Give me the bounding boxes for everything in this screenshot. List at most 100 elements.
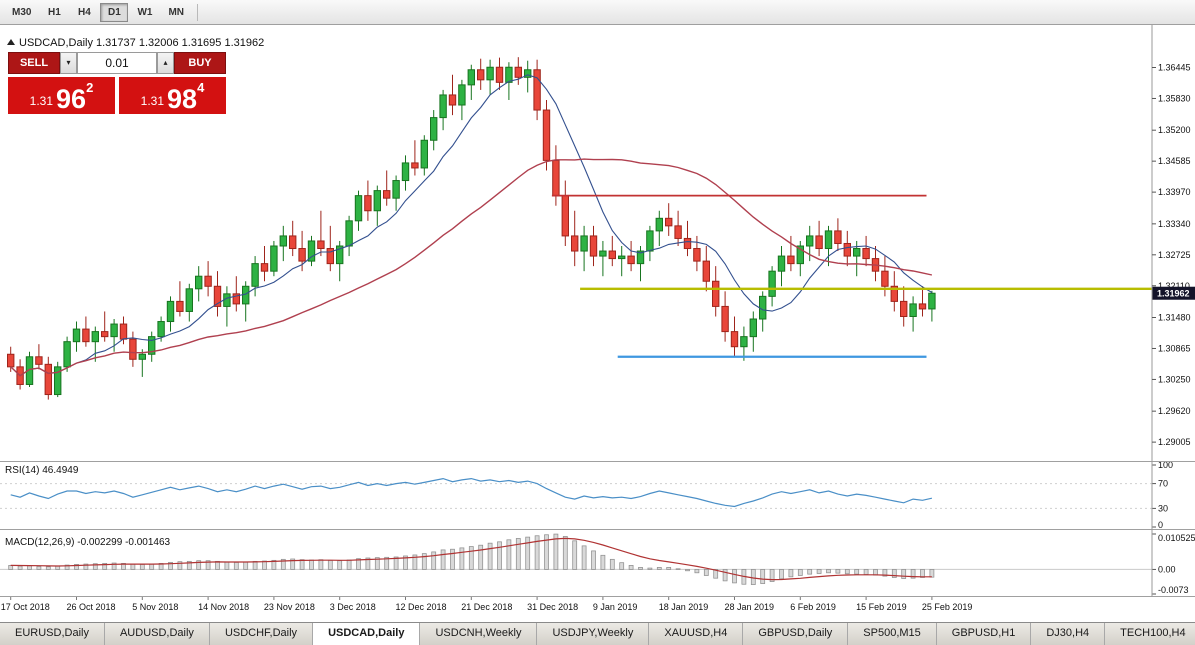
trade-controls-row: SELL ▾ 0.01 ▴ BUY [8, 52, 226, 74]
tab-gbpusd-daily[interactable]: GBPUSD,Daily [743, 623, 849, 645]
macd-histogram-bar [910, 569, 916, 579]
candle-body [345, 220, 353, 247]
price-tick-label: 1.30250 [1158, 374, 1191, 384]
candle-body [270, 245, 278, 272]
sell-button[interactable]: SELL [8, 52, 60, 74]
macd-histogram-bar [609, 558, 615, 570]
date-label: 14 Nov 2018 [198, 602, 249, 612]
macd-histogram-bar [121, 562, 126, 570]
candle-body [101, 331, 109, 338]
candle-body [862, 248, 870, 260]
timeframe-d1-button[interactable]: D1 [100, 2, 129, 22]
macd-histogram-bar [468, 546, 474, 570]
chart-canvas[interactable]: 100 70 30 0 0.010525 0.00 -0.0073 1.36445 1.35… [0, 0, 1195, 622]
macd-histogram-bar [562, 536, 568, 570]
sell-price-pipette: 2 [86, 80, 94, 95]
rsi-level-label: 100 [1158, 460, 1173, 470]
date-label: 17 Oct 2018 [1, 602, 50, 612]
buy-button[interactable]: BUY [174, 52, 226, 74]
candle-body [448, 94, 457, 106]
candle-body [336, 245, 344, 265]
timeframe-h4-button[interactable]: H4 [70, 3, 98, 22]
date-label: 21 Dec 2018 [461, 602, 512, 612]
macd-histogram-bar [252, 560, 258, 570]
candle-body [646, 230, 654, 252]
macd-histogram-bar [111, 562, 117, 570]
timeframe-mn-button[interactable]: MN [161, 3, 191, 22]
price-tick-label: 1.32725 [1158, 250, 1191, 260]
price-tick-label: 1.29005 [1158, 437, 1191, 447]
sell-price-prefix: 1.31 [29, 94, 54, 108]
macd-histogram-bar [713, 569, 719, 579]
macd-histogram-bar [262, 560, 267, 570]
candle-body [918, 303, 927, 310]
macd-histogram-bar [215, 560, 220, 570]
tab-eurusd-daily[interactable]: EURUSD,Daily [0, 623, 105, 645]
chart-title: USDCAD,Daily 1.31737 1.32006 1.31695 1.3… [19, 37, 264, 49]
macd-histogram-bar [591, 550, 596, 570]
candle-body [608, 250, 616, 260]
price-tick-label: 1.33340 [1158, 219, 1191, 229]
date-label: 18 Jan 2019 [659, 602, 709, 612]
tab-usdchf-daily[interactable]: USDCHF,Daily [209, 623, 314, 645]
tab-tech100-h4[interactable]: TECH100,H4 [1105, 623, 1195, 645]
chart-background [0, 25, 1195, 622]
macd-histogram-bar [553, 533, 559, 570]
tab-usdcnh-weekly[interactable]: USDCNH,Weekly [420, 623, 538, 645]
candle-body [364, 195, 372, 212]
rsi-level-label: 70 [1158, 479, 1168, 489]
macd-histogram-bar [45, 566, 51, 570]
macd-histogram-bar [525, 536, 531, 570]
toolbar-separator [197, 3, 199, 21]
candle-body [119, 323, 128, 340]
candle-body [749, 318, 757, 338]
macd-histogram-bar [638, 567, 643, 570]
candle-body [148, 336, 156, 355]
macd-histogram-bar [327, 559, 333, 570]
date-label: 31 Dec 2018 [527, 602, 578, 612]
candle-body [176, 300, 184, 312]
buy-price-display[interactable]: 1.31 98 4 [119, 77, 226, 114]
macd-histogram-bar [703, 569, 709, 576]
candle-body [806, 235, 814, 247]
candle-body [693, 248, 701, 262]
tab-audusd-daily[interactable]: AUDUSD,Daily [104, 623, 210, 645]
tab-dj30-h4[interactable]: DJ30,H4 [1031, 623, 1106, 645]
date-label: 23 Nov 2018 [264, 602, 315, 612]
candle-body [702, 260, 710, 282]
tab-xauusd-h4[interactable]: XAUUSD,H4 [649, 623, 744, 645]
sell-price-display[interactable]: 1.31 96 2 [8, 77, 115, 114]
lot-size-input[interactable]: 0.01 [77, 52, 157, 74]
date-label: 26 Oct 2018 [67, 602, 116, 612]
price-tick-label: 1.36445 [1158, 62, 1191, 72]
timeframe-m30-button[interactable]: M30 [5, 3, 38, 22]
candle-body [759, 295, 767, 320]
timeframe-h1-button[interactable]: H1 [40, 3, 68, 22]
tab-sp500-m15[interactable]: SP500,M15 [848, 623, 937, 645]
candle-body [777, 255, 786, 272]
macd-histogram-bar [186, 560, 192, 570]
price-tick-label: 1.31480 [1158, 313, 1191, 323]
candle-body [599, 250, 607, 257]
tab-usdcad-daily[interactable]: USDCAD,Daily [313, 623, 421, 645]
macd-histogram-bar [656, 567, 662, 570]
lot-increase-button[interactable]: ▴ [157, 52, 174, 74]
macd-histogram-bar [440, 549, 446, 570]
macd-histogram-bar [130, 563, 136, 570]
timeframe-w1-button[interactable]: W1 [130, 3, 159, 22]
macd-histogram-bar [27, 565, 32, 570]
price-tick-label: 1.29620 [1158, 406, 1191, 416]
lot-decrease-button[interactable]: ▾ [60, 52, 77, 74]
macd-histogram-bar [685, 569, 690, 572]
macd-histogram-bar [506, 539, 512, 570]
macd-level-label: -0.0073 [1158, 585, 1189, 595]
candle-body [890, 285, 898, 302]
macd-histogram-bar [168, 561, 173, 570]
macd-histogram-bar [788, 569, 794, 578]
macd-histogram-bar [666, 567, 672, 570]
tab-gbpusd-h1[interactable]: GBPUSD,H1 [936, 623, 1032, 645]
macd-histogram-bar [760, 569, 766, 584]
current-price-tag [1152, 286, 1195, 300]
macd-histogram-bar [600, 554, 606, 570]
tab-usdjpy-weekly[interactable]: USDJPY,Weekly [537, 623, 650, 645]
